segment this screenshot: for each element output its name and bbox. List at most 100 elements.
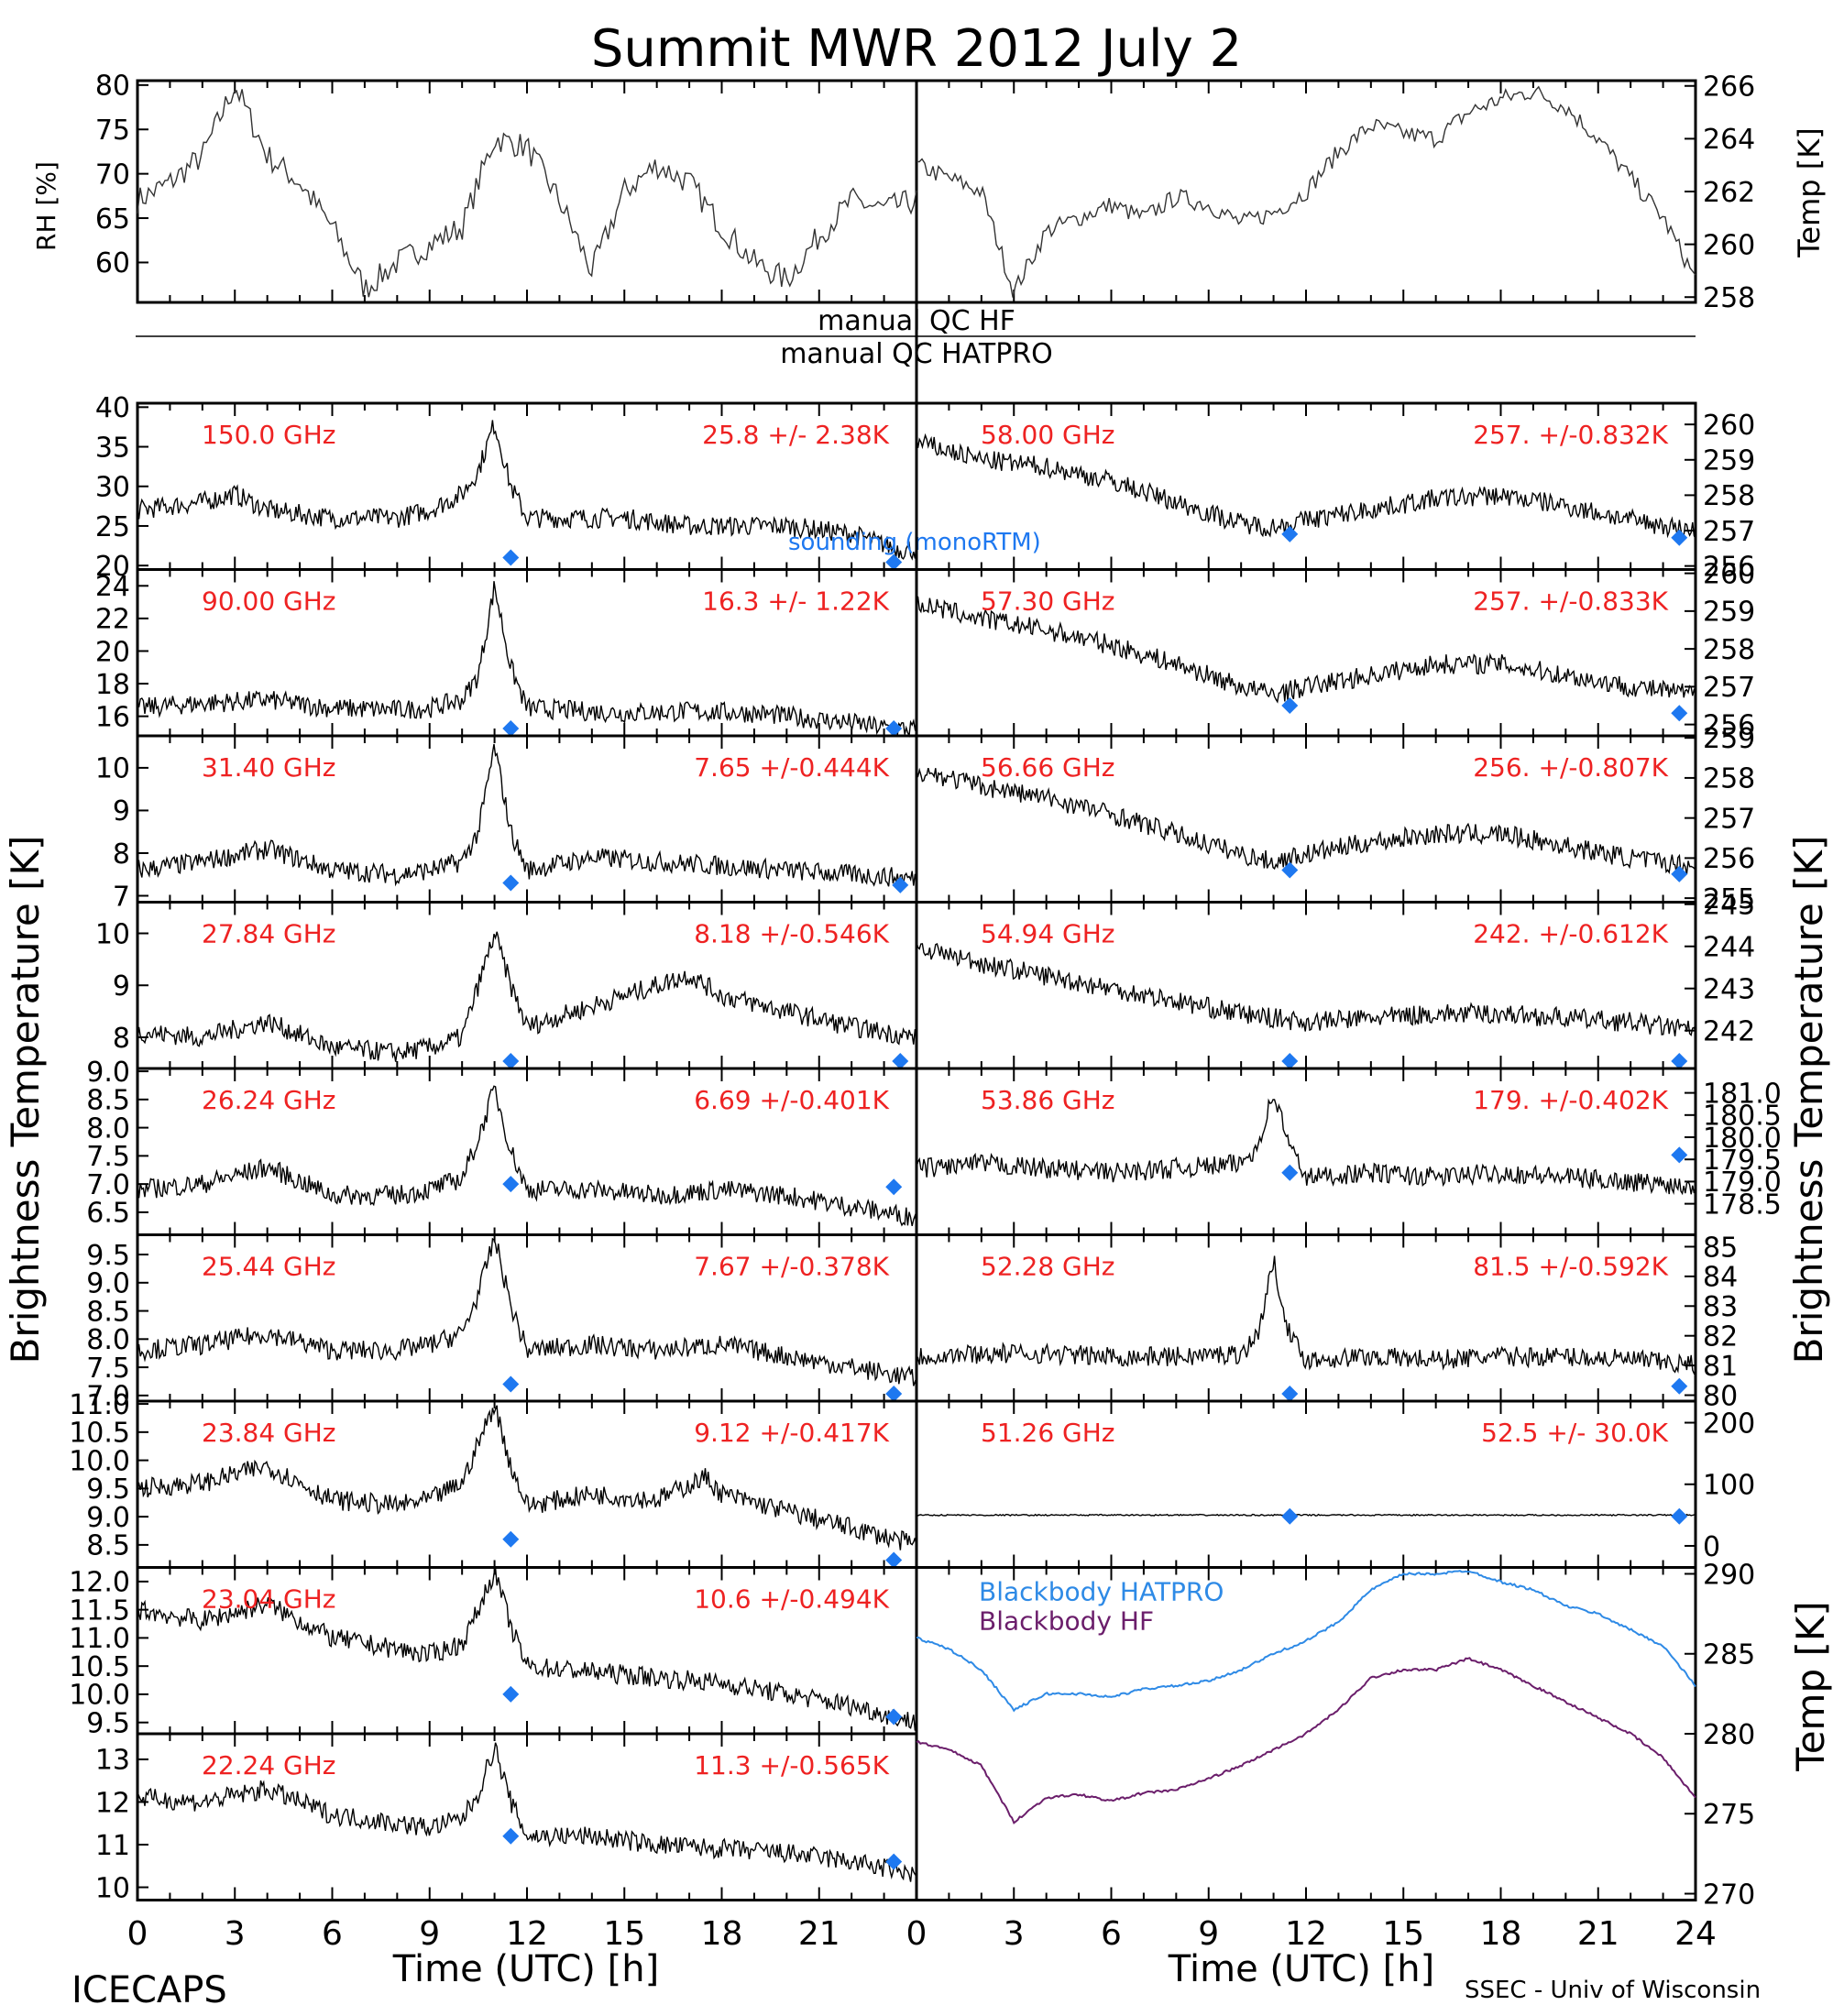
x-tick-label: 15 bbox=[1382, 1915, 1424, 1953]
y-tick-label: 60 bbox=[95, 247, 130, 279]
x-tick-label: 24 bbox=[1674, 1915, 1717, 1953]
channel-series bbox=[137, 1742, 917, 1882]
y-tick-label: 255 bbox=[1703, 883, 1755, 915]
sounding-point bbox=[1671, 705, 1688, 722]
rh-ylabel: RH [%] bbox=[31, 161, 61, 251]
y-tick-label: 256 bbox=[1703, 551, 1755, 583]
y-tick-label: 9 bbox=[113, 795, 130, 827]
channel-frequency-label: 58.00 GHz bbox=[981, 420, 1115, 450]
channel-series bbox=[137, 581, 917, 738]
sounding-point bbox=[885, 553, 903, 571]
y-tick-label: 25 bbox=[95, 511, 130, 543]
y-tick-label: 270 bbox=[1703, 1879, 1755, 1911]
sounding-point bbox=[502, 1530, 520, 1548]
channel-stats-label: 6.69 +/-0.401K bbox=[694, 1085, 889, 1115]
y-tick-label: 9.0 bbox=[86, 1502, 130, 1534]
y-tick-label: 83 bbox=[1703, 1291, 1738, 1323]
channel-frequency-label: 56.66 GHz bbox=[981, 752, 1115, 783]
sounding-point bbox=[1281, 525, 1299, 542]
channel-frequency-label: 23.04 GHz bbox=[202, 1584, 336, 1615]
x-tick-label: 9 bbox=[419, 1915, 440, 1953]
channel-stats-label: 11.3 +/-0.565K bbox=[694, 1750, 889, 1780]
y-tick-label: 258 bbox=[1703, 763, 1755, 795]
channel-series bbox=[916, 1513, 1696, 1517]
y-tick-label: 81 bbox=[1703, 1351, 1738, 1383]
channel-stats-label: 81.5 +/-0.592K bbox=[1473, 1252, 1668, 1282]
blackbody-series-0 bbox=[916, 1570, 1696, 1713]
channel-series bbox=[137, 1405, 917, 1550]
y-tick-label: 13 bbox=[95, 1745, 130, 1777]
y-tick-label: 260 bbox=[1703, 410, 1755, 442]
sounding-point bbox=[502, 1375, 520, 1393]
y-tick-label: 65 bbox=[95, 203, 130, 236]
y-tick-label: 40 bbox=[95, 392, 130, 424]
left-ylabel: Brightness Temperature [K] bbox=[3, 836, 48, 1364]
channel-series bbox=[916, 595, 1696, 704]
sounding-point bbox=[1671, 865, 1688, 882]
y-tick-label: 9 bbox=[113, 970, 130, 1003]
channel-series bbox=[137, 420, 917, 561]
y-tick-label: 6.5 bbox=[86, 1198, 130, 1230]
y-tick-label: 259 bbox=[1703, 445, 1755, 477]
channel-frequency-label: 27.84 GHz bbox=[202, 919, 336, 949]
channel-frequency-label: 53.86 GHz bbox=[981, 1085, 1115, 1115]
y-tick-label: 11 bbox=[95, 1830, 130, 1862]
x-tick-label: 21 bbox=[1577, 1915, 1619, 1953]
y-tick-label: 9.0 bbox=[86, 1057, 130, 1089]
channel-stats-label: 242. +/-0.612K bbox=[1473, 919, 1668, 949]
x-tick-label: 3 bbox=[1004, 1915, 1025, 1953]
channel-frequency-label: 90.00 GHz bbox=[202, 586, 336, 617]
temp-top-ylabel: Temp [K] bbox=[1792, 127, 1827, 257]
channel-frequency-label: 150.0 GHz bbox=[202, 420, 336, 450]
channel-stats-label: 7.67 +/-0.378K bbox=[694, 1252, 889, 1282]
y-tick-label: 11.0 bbox=[69, 1623, 130, 1655]
channel-series bbox=[137, 743, 917, 887]
sounding-point bbox=[892, 876, 909, 893]
y-tick-label: 22 bbox=[95, 604, 130, 636]
sounding-point bbox=[1671, 529, 1688, 546]
rh-temp-panel: 80 75 70 65 60 266 264 262 260 258 bbox=[95, 71, 1755, 314]
y-tick-label: 7.0 bbox=[86, 1381, 130, 1413]
sounding-legend: sounding (monoRTM) bbox=[788, 529, 1041, 556]
channel-frequency-label: 22.24 GHz bbox=[202, 1750, 336, 1780]
y-tick-label: 10 bbox=[95, 918, 130, 950]
sounding-point bbox=[502, 1685, 520, 1703]
sounding-point bbox=[502, 549, 520, 566]
sounding-point bbox=[1281, 1507, 1299, 1525]
y-tick-label: 258 bbox=[1703, 634, 1755, 666]
channel-stats-label: 25.8 +/- 2.38K bbox=[702, 420, 889, 450]
sounding-point bbox=[885, 1853, 903, 1870]
y-tick-label: 285 bbox=[1703, 1639, 1755, 1671]
y-tick-label: 179.0 bbox=[1703, 1167, 1782, 1199]
channel-frequency-label: 23.84 GHz bbox=[202, 1418, 336, 1448]
time-axis: 0 3 6 9 12 15 18 21 0 3 6 9 12 15 18 21 24 bbox=[127, 1915, 1717, 1953]
channel-stats-label: 7.65 +/-0.444K bbox=[694, 752, 889, 783]
blackbody-series-1 bbox=[916, 1657, 1696, 1824]
channel-stats-label: 9.12 +/-0.417K bbox=[694, 1418, 889, 1448]
x-label-right: Time (UTC) [h] bbox=[1168, 1948, 1434, 1990]
y-tick-label: 7.5 bbox=[86, 1353, 130, 1385]
sounding-point bbox=[1671, 1377, 1688, 1395]
y-tick-label: 8.0 bbox=[86, 1112, 130, 1145]
channel-stats-label: 257. +/-0.833K bbox=[1473, 586, 1668, 617]
sounding-point bbox=[885, 1551, 903, 1569]
y-tick-label: 258 bbox=[1703, 282, 1755, 314]
y-tick-label: 84 bbox=[1703, 1262, 1738, 1294]
sounding-point bbox=[1281, 697, 1299, 714]
y-tick-label: 75 bbox=[95, 115, 130, 147]
y-tick-label: 8 bbox=[113, 1023, 130, 1055]
channel-stats-label: 257. +/-0.832K bbox=[1473, 420, 1668, 450]
sounding-point bbox=[502, 1827, 520, 1845]
x-tick-label: 12 bbox=[1285, 1915, 1327, 1953]
y-tick-label: 85 bbox=[1703, 1232, 1738, 1264]
y-tick-label: 178.5 bbox=[1703, 1189, 1782, 1221]
blackbody-panel: 290 285 280 275 270 Blackbody HATPROBlackbody… bbox=[915, 1559, 1755, 1911]
x-tick-label: 15 bbox=[603, 1915, 645, 1953]
y-tick-label: 245 bbox=[1703, 890, 1755, 922]
y-tick-label: 259 bbox=[1703, 597, 1755, 629]
x-label-left: Time (UTC) [h] bbox=[392, 1948, 659, 1990]
y-tick-label: 10.5 bbox=[69, 1418, 130, 1450]
y-tick-label: 11.0 bbox=[69, 1389, 130, 1421]
